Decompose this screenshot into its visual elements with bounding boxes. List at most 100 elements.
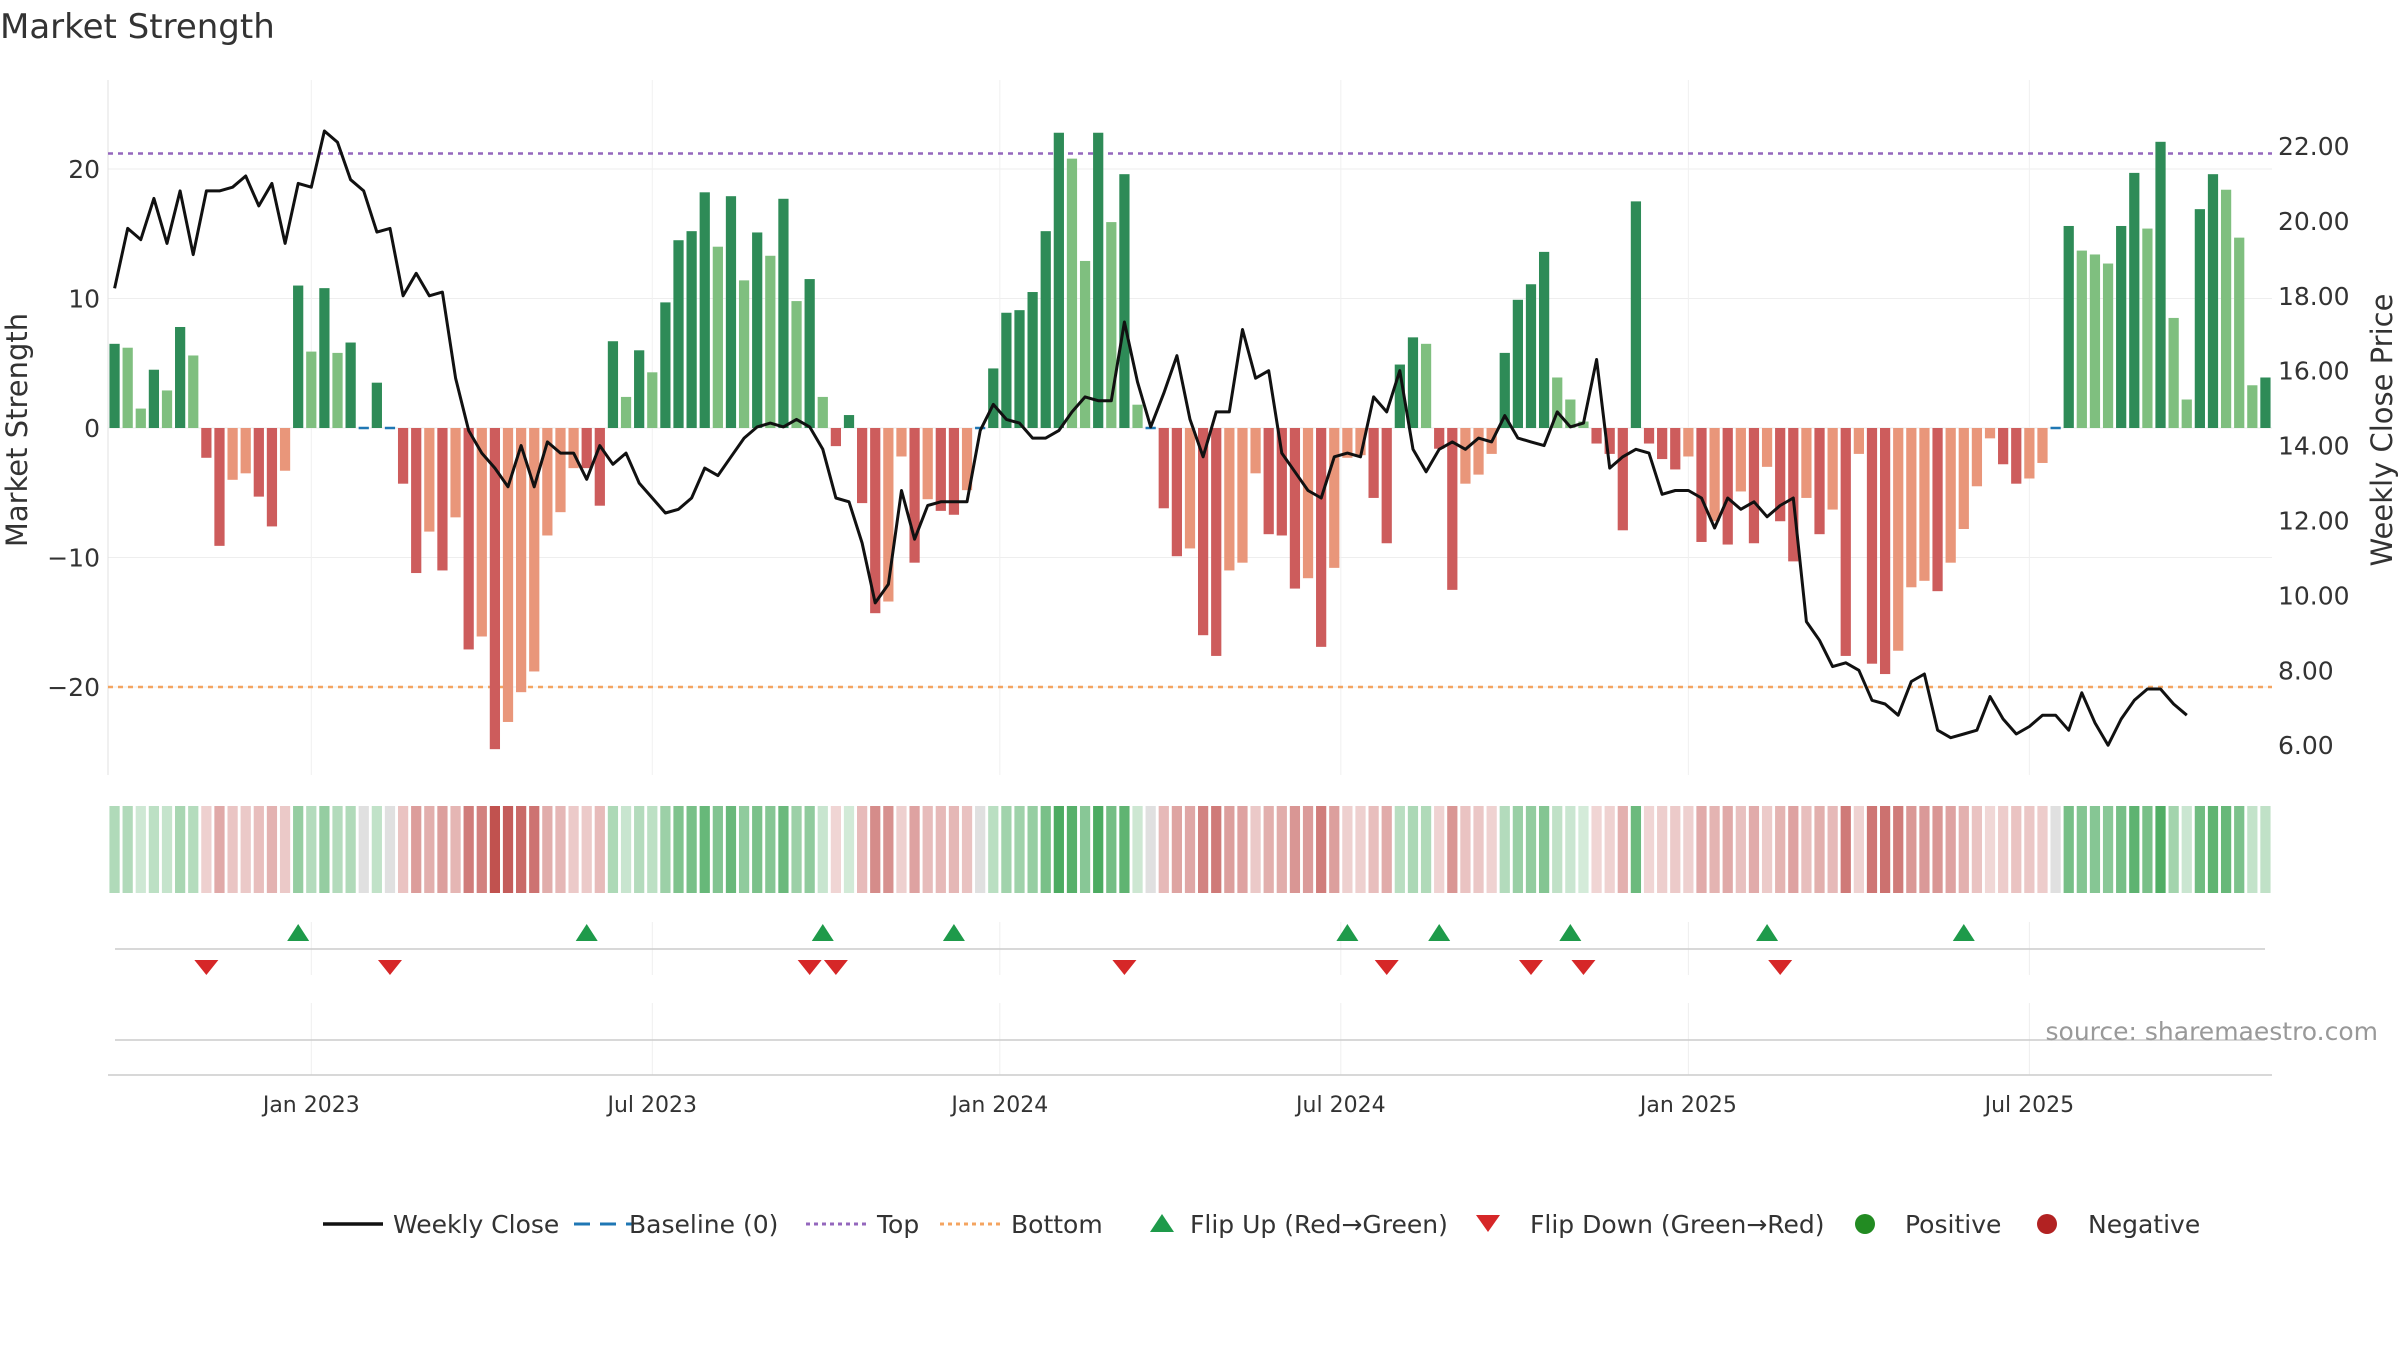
heat-cell bbox=[214, 806, 225, 893]
heat-cell bbox=[1853, 806, 1864, 893]
negative-bar bbox=[1657, 428, 1668, 460]
heat-cell bbox=[1302, 806, 1314, 893]
heat-cell bbox=[935, 806, 946, 893]
heat-cell bbox=[1014, 806, 1025, 893]
negative-bar bbox=[476, 428, 487, 637]
heat-cell bbox=[1145, 806, 1156, 893]
strength-heat-strip bbox=[109, 806, 2271, 893]
negative-bar bbox=[214, 428, 225, 546]
positive-bar bbox=[2181, 399, 2192, 428]
heat-cell bbox=[1578, 806, 1589, 893]
positive-bar bbox=[1053, 132, 1064, 429]
left-tick-label: 0 bbox=[84, 414, 100, 443]
heat-cell bbox=[738, 806, 750, 893]
legend-bottom-label: Bottom bbox=[1011, 1210, 1103, 1239]
date-axis-panel: Jan 2023 Jul 2023 Jan 2024 Jul 2024 Jan 2025… bbox=[108, 1003, 2272, 1118]
heat-cell bbox=[1132, 806, 1143, 893]
legend-flip-down-swatch bbox=[1476, 1215, 1500, 1232]
heat-cell bbox=[765, 806, 776, 893]
negative-bar bbox=[1801, 428, 1812, 498]
heat-cell bbox=[660, 806, 671, 893]
positive-bar bbox=[135, 408, 146, 428]
positive-bar bbox=[293, 285, 304, 428]
heat-cell bbox=[2076, 806, 2087, 893]
right-tick-label: 6.00 bbox=[2278, 731, 2334, 760]
heat-cell bbox=[1945, 806, 1956, 893]
negative-bar bbox=[1958, 428, 1969, 530]
positive-bar bbox=[725, 196, 737, 428]
positive-bar bbox=[1525, 284, 1537, 428]
heat-cell bbox=[1119, 806, 1130, 893]
negative-bar bbox=[922, 428, 933, 500]
heat-cell bbox=[778, 806, 789, 893]
heat-cell bbox=[109, 806, 120, 893]
heat-cell bbox=[2155, 806, 2166, 893]
negative-bar bbox=[830, 428, 842, 447]
heat-cell bbox=[1394, 806, 1405, 893]
heat-cell bbox=[253, 806, 264, 893]
heat-cell bbox=[1198, 806, 1209, 893]
heat-cell bbox=[1355, 806, 1366, 893]
positive-bar bbox=[647, 372, 658, 428]
legend-flip-down-label: Flip Down (Green→Red) bbox=[1530, 1210, 1825, 1239]
heat-cell bbox=[175, 806, 186, 893]
heat-cell bbox=[122, 806, 133, 893]
right-tick-label: 14.00 bbox=[2278, 432, 2350, 461]
heat-cell bbox=[555, 806, 566, 893]
heat-cell bbox=[319, 806, 330, 893]
positive-bar bbox=[1407, 337, 1419, 428]
left-tick-label: −10 bbox=[47, 544, 100, 573]
heat-cell bbox=[1407, 806, 1419, 893]
negative-bar bbox=[1224, 428, 1235, 571]
negative-bar bbox=[1853, 428, 1864, 454]
right-tick-label: 12.00 bbox=[2278, 507, 2350, 536]
positive-bar bbox=[1119, 174, 1130, 428]
heat-cell bbox=[581, 806, 592, 893]
flip-up-marker bbox=[1428, 924, 1451, 941]
positive-bar bbox=[686, 231, 697, 428]
negative-bar bbox=[1945, 428, 1956, 563]
negative-bar bbox=[961, 428, 973, 491]
flip-marker-panel bbox=[115, 922, 2265, 975]
flip-down-marker bbox=[377, 960, 402, 975]
negative-bar bbox=[437, 428, 448, 571]
x-tick-label: Jul 2024 bbox=[1294, 1093, 1386, 1118]
heat-cell bbox=[1434, 806, 1445, 893]
positive-bar bbox=[1578, 421, 1589, 428]
legend-flip-up-label: Flip Up (Red→Green) bbox=[1190, 1210, 1448, 1239]
positive-bar bbox=[2247, 385, 2258, 428]
positive-bar bbox=[2063, 225, 2074, 428]
negative-bar bbox=[1473, 428, 1484, 475]
negative-bar bbox=[529, 428, 540, 672]
flip-down-marker bbox=[194, 960, 219, 975]
heat-cell bbox=[896, 806, 907, 893]
positive-bar bbox=[804, 279, 815, 428]
negative-bar bbox=[1761, 428, 1773, 467]
heat-cell bbox=[1473, 806, 1484, 893]
heat-cell bbox=[1289, 806, 1301, 893]
heat-cell bbox=[857, 806, 868, 893]
heat-cell bbox=[594, 806, 605, 893]
heat-cell bbox=[1053, 806, 1064, 893]
heat-cell bbox=[1381, 806, 1392, 893]
negative-bar bbox=[1289, 428, 1301, 589]
heat-cell bbox=[2011, 806, 2022, 893]
flip-up-marker bbox=[1336, 924, 1359, 941]
positive-bar bbox=[1093, 132, 1104, 429]
negative-bar bbox=[450, 428, 461, 518]
heat-cell bbox=[568, 806, 579, 893]
heat-cell bbox=[1643, 806, 1655, 893]
positive-bar bbox=[345, 342, 356, 428]
negative-bar bbox=[279, 428, 291, 471]
heat-cell bbox=[1538, 806, 1550, 893]
heat-cell bbox=[634, 806, 645, 893]
x-tick-label: Jan 2024 bbox=[949, 1093, 1048, 1118]
legend-flip-up-swatch bbox=[1150, 1214, 1174, 1232]
heat-cell bbox=[1866, 806, 1878, 893]
legend-negative-swatch bbox=[2037, 1214, 2057, 1234]
negative-bar bbox=[1316, 428, 1327, 647]
heat-cell bbox=[1761, 806, 1773, 893]
heat-cell bbox=[988, 806, 999, 893]
positive-bar bbox=[791, 301, 802, 428]
legend-positive-swatch bbox=[1855, 1214, 1875, 1234]
